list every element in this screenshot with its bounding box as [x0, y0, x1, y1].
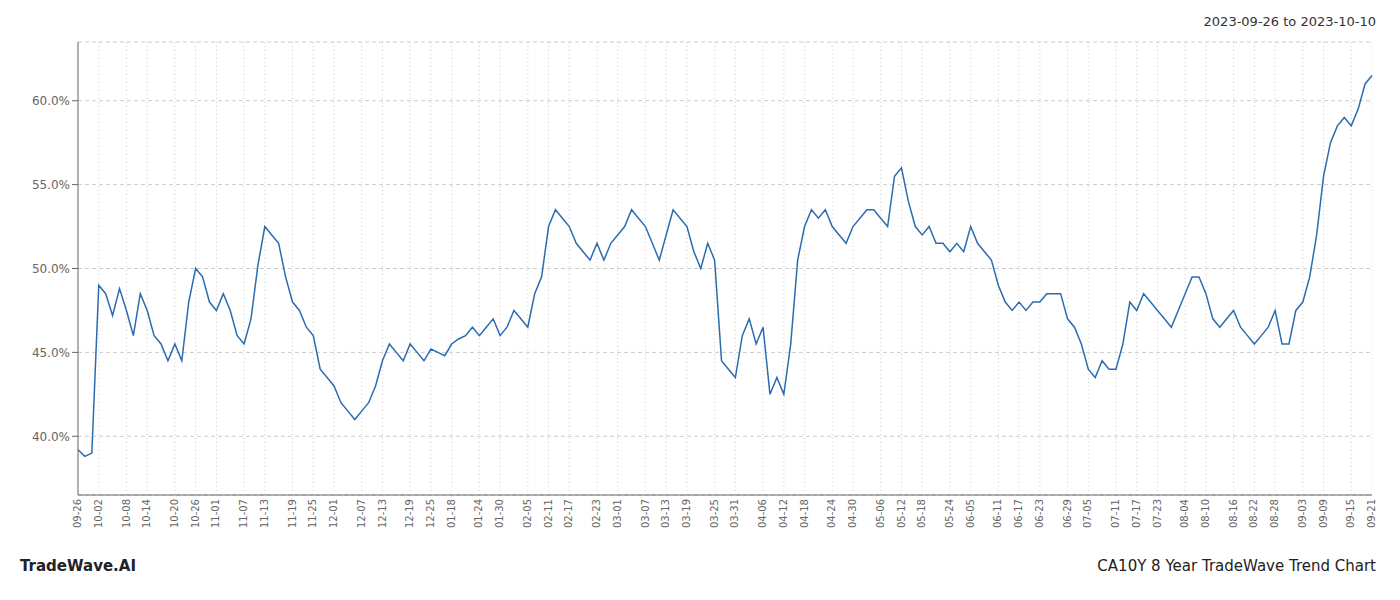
svg-text:02-05: 02-05	[522, 499, 533, 528]
svg-text:09-26: 09-26	[72, 499, 83, 528]
svg-text:09-15: 09-15	[1345, 499, 1356, 528]
svg-text:05-12: 05-12	[896, 499, 907, 528]
svg-text:07-05: 07-05	[1082, 499, 1093, 528]
html-text:TradeWave.AI: TradeWave.AI	[20, 557, 136, 575]
svg-text:10-02: 10-02	[93, 499, 104, 528]
svg-text:08-10: 08-10	[1200, 499, 1211, 528]
html-text:2023-09-26 to 2023-10-10: 2023-09-26 to 2023-10-10	[1203, 13, 1376, 29]
svg-text:06-17: 06-17	[1013, 499, 1024, 528]
svg-text:12-07: 12-07	[356, 499, 367, 528]
svg-text:01-18: 01-18	[446, 499, 457, 528]
svg-text:05-18: 05-18	[916, 499, 927, 528]
svg-text:06-11: 06-11	[992, 499, 1003, 528]
svg-text:07-17: 07-17	[1131, 499, 1142, 528]
svg-text:09-03: 09-03	[1297, 499, 1308, 528]
svg-text:12-13: 12-13	[377, 499, 388, 528]
svg-text:03-01: 03-01	[612, 499, 623, 528]
svg-text:03-07: 03-07	[640, 499, 651, 528]
html-text:CA10Y 8 Year TradeWave Trend C: CA10Y 8 Year TradeWave Trend Chart	[1097, 557, 1376, 575]
svg-text:02-23: 02-23	[591, 499, 602, 528]
svg-text:60.0%: 60.0%	[32, 94, 70, 108]
svg-text:12-25: 12-25	[425, 499, 436, 528]
svg-text:11-19: 11-19	[287, 499, 298, 528]
svg-text:50.0%: 50.0%	[32, 262, 70, 276]
svg-text:05-24: 05-24	[944, 499, 955, 528]
svg-text:11-13: 11-13	[259, 499, 270, 528]
svg-text:04-06: 04-06	[757, 499, 768, 528]
svg-text:06-29: 06-29	[1062, 499, 1073, 528]
svg-text:10-20: 10-20	[169, 499, 180, 528]
svg-text:07-23: 07-23	[1152, 499, 1163, 528]
svg-text:04-30: 04-30	[847, 499, 858, 528]
svg-text:11-07: 11-07	[238, 499, 249, 528]
svg-text:03-25: 03-25	[709, 499, 720, 528]
svg-text:10-14: 10-14	[141, 499, 152, 528]
svg-text:12-01: 12-01	[328, 499, 339, 528]
svg-text:12-19: 12-19	[404, 499, 415, 528]
svg-text:04-18: 04-18	[799, 499, 810, 528]
svg-text:08-28: 08-28	[1269, 499, 1280, 528]
svg-text:06-05: 06-05	[965, 499, 976, 528]
svg-text:11-01: 11-01	[210, 499, 221, 528]
svg-text:55.0%: 55.0%	[32, 178, 70, 192]
svg-text:40.0%: 40.0%	[32, 430, 70, 444]
svg-text:10-26: 10-26	[190, 499, 201, 528]
svg-text:09-09: 09-09	[1318, 499, 1329, 528]
svg-text:05-06: 05-06	[875, 499, 886, 528]
svg-text:08-16: 08-16	[1228, 499, 1239, 528]
svg-text:11-25: 11-25	[307, 499, 318, 528]
svg-text:08-04: 08-04	[1179, 499, 1190, 528]
svg-text:01-30: 01-30	[494, 499, 505, 528]
svg-text:04-12: 04-12	[778, 499, 789, 528]
svg-text:45.0%: 45.0%	[32, 346, 70, 360]
svg-text:07-11: 07-11	[1110, 499, 1121, 528]
svg-text:03-13: 03-13	[660, 499, 671, 528]
svg-text:03-19: 03-19	[681, 499, 692, 528]
svg-text:08-22: 08-22	[1248, 499, 1259, 528]
svg-text:09-21: 09-21	[1366, 499, 1377, 528]
svg-text:04-24: 04-24	[826, 499, 837, 528]
svg-text:02-11: 02-11	[543, 499, 554, 528]
svg-text:06-23: 06-23	[1034, 499, 1045, 528]
svg-text:10-08: 10-08	[121, 499, 132, 528]
svg-text:02-17: 02-17	[563, 499, 574, 528]
svg-text:01-24: 01-24	[473, 499, 484, 528]
svg-text:03-31: 03-31	[729, 499, 740, 528]
